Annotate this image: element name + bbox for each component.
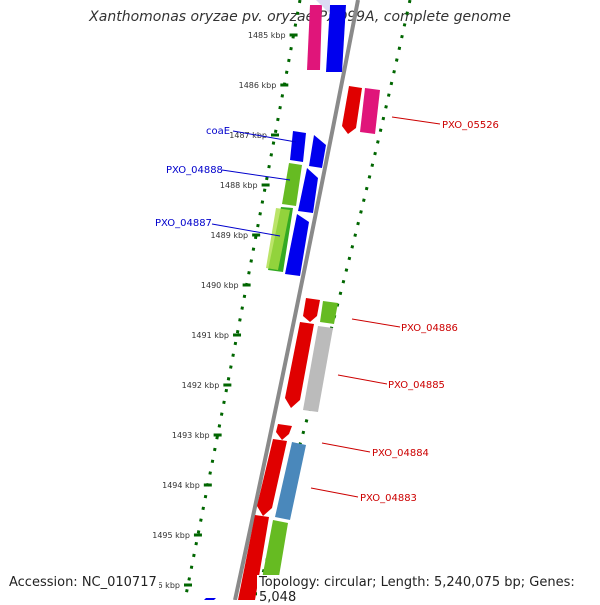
- gene-arrow: [360, 88, 380, 134]
- gene-label-pxo04888[interactable]: PXO_04888: [166, 165, 223, 176]
- scale-tick-label: 1489 kbp: [210, 231, 248, 240]
- gene-label-pxo04886[interactable]: PXO_04886: [401, 323, 458, 334]
- scale-tick-label: 1492 kbp: [182, 381, 220, 390]
- scale-tick-label: 1487 kbp: [229, 131, 267, 140]
- scale-tick-label: 1495 kbp: [152, 531, 190, 540]
- topology-text: Topology: circular; Length: 5,240,075 bp…: [257, 575, 600, 605]
- leader-line: [351, 318, 401, 328]
- label-leaders: [211, 116, 441, 498]
- map-title: Xanthomonas oryzae pv. oryzae PXO99A, co…: [89, 9, 511, 25]
- leader-line: [391, 116, 441, 125]
- right-dotted-guide: [253, 0, 412, 600]
- gene-arrow: [285, 322, 314, 408]
- leader-line: [221, 169, 291, 181]
- scale-tick-label: 1494 kbp: [162, 481, 200, 490]
- gene-label-pxo04883[interactable]: PXO_04883: [360, 493, 417, 504]
- leader-line: [211, 223, 281, 237]
- gene-arrow: [298, 168, 318, 213]
- gene-arrow: [316, 0, 330, 14]
- scale-tick-label: 1485 kbp: [248, 31, 286, 40]
- gene-arrow: [266, 208, 290, 270]
- leader-line: [337, 374, 388, 385]
- leader-line: [310, 487, 359, 498]
- gene-arrow: [342, 86, 362, 134]
- gene-arrow: [282, 163, 302, 206]
- gene-arrow: [307, 5, 322, 70]
- gene-arrow: [309, 135, 326, 168]
- gene-group-mid: [285, 298, 338, 412]
- gene-arrow: [303, 326, 333, 412]
- gene-arrow: [276, 424, 292, 440]
- scale-tick-label: 1486 kbp: [239, 81, 277, 90]
- gene-arrow: [285, 214, 309, 276]
- genome-backbone: [233, 0, 360, 600]
- gene-labels-right: PXO_05526 PXO_04886 PXO_04885 PXO_04884 …: [360, 120, 499, 504]
- gene-label-pxo04885[interactable]: PXO_04885: [388, 380, 445, 391]
- gene-group-pxo05526: [342, 86, 380, 134]
- gene-arrow: [257, 439, 287, 516]
- gene-group-top: [307, 0, 346, 72]
- gene-label-pxo05526[interactable]: PXO_05526: [442, 120, 499, 131]
- gene-labels-left: coaE PXO_04888 PXO_04887: [155, 126, 230, 229]
- scale-tick-label: 1493 kbp: [172, 431, 210, 440]
- gene-arrow: [320, 301, 338, 324]
- gene-arrow: [290, 131, 306, 162]
- gene-group-forward: [266, 131, 326, 276]
- accession-text: Accession: NC_010717: [7, 575, 159, 590]
- leader-line: [321, 442, 371, 453]
- gene-label-coae[interactable]: coaE: [206, 126, 230, 137]
- gene-arrow: [238, 515, 269, 600]
- scale-tick-label: 1490 kbp: [201, 281, 239, 290]
- gene-label-pxo04884[interactable]: PXO_04884: [372, 448, 429, 459]
- scale-tick-label: 1488 kbp: [220, 181, 258, 190]
- gene-arrow: [326, 5, 346, 72]
- scale-tick-label: 1491 kbp: [191, 331, 229, 340]
- leader-line: [232, 130, 297, 143]
- scale-tick-label: 1496 kbp: [142, 581, 180, 590]
- scale-ticks: 1485 kbp 1486 kbp 1487 kbp 1488 kbp 1489 kbp…: [142, 31, 298, 590]
- gene-arrow: [303, 298, 320, 322]
- gene-label-pxo04887[interactable]: PXO_04887: [155, 218, 212, 229]
- gene-arrow: [275, 442, 306, 520]
